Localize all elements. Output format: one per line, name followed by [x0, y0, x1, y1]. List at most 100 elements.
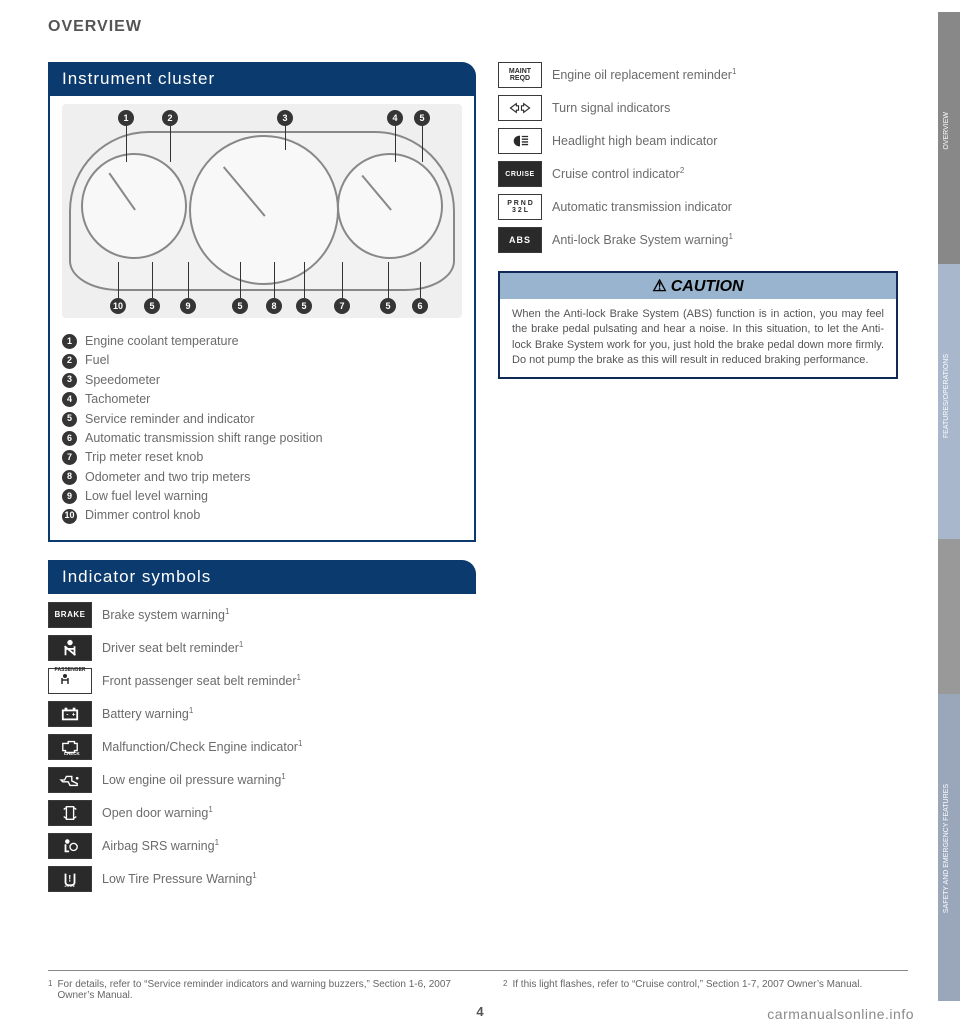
- tab-safety: SAFETY AND EMERGENCY FEATURES: [943, 784, 950, 913]
- footnote-2: If this light flashes, refer to “Cruise …: [512, 979, 862, 1001]
- indicator-label: Driver seat belt reminder1: [102, 640, 243, 655]
- footer-notes: 1For details, refer to “Service reminder…: [48, 970, 908, 1001]
- indicator-label: Cruise control indicator2: [552, 166, 684, 181]
- indicator-row: Open door warning1: [48, 800, 476, 826]
- indicator-list-right: MAINTREQD Engine oil replacement reminder…: [498, 62, 898, 253]
- content-columns: Instrument cluster 1 2 3 4: [48, 62, 908, 899]
- indicator-label: Automatic transmission indicator: [552, 200, 732, 214]
- legend-bullet: 4: [62, 392, 77, 407]
- indicator-header: Indicator symbols: [48, 560, 476, 594]
- watermark: carmanualsonline.info: [767, 1006, 914, 1022]
- callout-b6: 5: [296, 298, 312, 314]
- page-number: 4: [476, 1004, 483, 1019]
- indicator-row: Headlight high beam indicator: [498, 128, 898, 154]
- cluster-panel: 1 2 3 4 5 10 5 9 5: [48, 96, 476, 542]
- turn-icon: [498, 95, 542, 121]
- maint-reqd-icon: MAINTREQD: [498, 62, 542, 88]
- sidebar-tabs: OVERVIEW FEATURES/OPERATIONS SAFETY AND …: [938, 0, 960, 1001]
- legend-bullet: 7: [62, 450, 77, 465]
- callout-1: 1: [118, 110, 134, 126]
- indicator-label: Turn signal indicators: [552, 101, 670, 115]
- cluster-diagram: 1 2 3 4 5 10 5 9 5: [62, 104, 462, 318]
- legend-bullet: 1: [62, 334, 77, 349]
- legend-item: 10Dimmer control knob: [62, 506, 462, 525]
- legend-label: Trip meter reset knob: [85, 448, 203, 467]
- page-title: OVERVIEW: [48, 18, 908, 36]
- indicator-label: Front passenger seat belt reminder1: [102, 673, 301, 688]
- indicator-list-left: BRAKE Brake system warning1 Driver seat be…: [48, 602, 476, 892]
- svg-text:-: -: [66, 711, 68, 718]
- cluster-legend: 1Engine coolant temperature2Fuel3Speedom…: [62, 332, 462, 526]
- legend-bullet: 3: [62, 373, 77, 388]
- callout-2: 2: [162, 110, 178, 126]
- indicator-label: Low engine oil pressure warning1: [102, 772, 286, 787]
- indicator-label: Anti-lock Brake System warning1: [552, 232, 733, 247]
- legend-bullet: 2: [62, 354, 77, 369]
- airbag-icon: [48, 833, 92, 859]
- indicator-row: CHECK Malfunction/Check Engine indicator1: [48, 734, 476, 760]
- caution-body: When the Anti-lock Brake System (ABS) fu…: [500, 299, 896, 377]
- legend-item: 2 Fuel: [62, 351, 462, 370]
- legend-item: 8Odometer and two trip meters: [62, 468, 462, 487]
- indicator-row: MAINTREQD Engine oil replacement reminder…: [498, 62, 898, 88]
- callout-4: 4: [387, 110, 403, 126]
- callout-b7: 7: [334, 298, 350, 314]
- callout-b8: 5: [380, 298, 396, 314]
- indicator-label: Open door warning1: [102, 805, 213, 820]
- cruise-icon: CRUISE: [498, 161, 542, 187]
- svg-text:CHECK: CHECK: [64, 751, 81, 756]
- check-icon: CHECK: [48, 734, 92, 760]
- callout-b9: 6: [412, 298, 428, 314]
- cluster-header: Instrument cluster: [48, 62, 476, 96]
- seatbelt-icon: [48, 635, 92, 661]
- legend-label: Engine coolant temperature: [85, 332, 239, 351]
- caution-box: CAUTION When the Anti-lock Brake System …: [498, 271, 898, 379]
- indicator-label: Engine oil replacement reminder1: [552, 67, 736, 82]
- indicator-row: Driver seat belt reminder1: [48, 635, 476, 661]
- legend-item: 4Tachometer: [62, 390, 462, 409]
- tab-overview: OVERVIEW: [943, 112, 950, 150]
- prnd-32l-icon: P R N D3 2 L: [498, 194, 542, 220]
- callout-5: 5: [414, 110, 430, 126]
- indicator-label: Battery warning1: [102, 706, 193, 721]
- indicator-row: P R N D3 2 L Automatic transmission indic…: [498, 194, 898, 220]
- legend-label: Fuel: [85, 351, 109, 370]
- right-column: MAINTREQD Engine oil replacement reminder…: [498, 62, 898, 899]
- brake-icon: BRAKE: [48, 602, 92, 628]
- battery-icon: -+: [48, 701, 92, 727]
- indicator-label: Malfunction/Check Engine indicator1: [102, 739, 302, 754]
- left-column: Instrument cluster 1 2 3 4: [48, 62, 476, 899]
- indicator-label: Brake system warning1: [102, 607, 229, 622]
- legend-item: 5 Service reminder and indicator: [62, 410, 462, 429]
- legend-item: 9Low fuel level warning: [62, 487, 462, 506]
- indicator-row: Airbag SRS warning1: [48, 833, 476, 859]
- abs-icon: ABS: [498, 227, 542, 253]
- oil-icon: [48, 767, 92, 793]
- callout-b2: 5: [144, 298, 160, 314]
- legend-label: Service reminder and indicator: [85, 410, 255, 429]
- tab-features: FEATURES/OPERATIONS: [943, 354, 950, 438]
- svg-text:+: +: [72, 711, 76, 718]
- indicator-label: Airbag SRS warning1: [102, 838, 219, 853]
- indicator-row: PASSENGER Front passenger seat belt remin…: [48, 668, 476, 694]
- indicator-row: ABS Anti-lock Brake System warning1: [498, 227, 898, 253]
- callout-b3: 9: [180, 298, 196, 314]
- legend-item: 7 Trip meter reset knob: [62, 448, 462, 467]
- highbeam-icon: [498, 128, 542, 154]
- indicator-section: Indicator symbols BRAKE Brake system warn…: [48, 560, 476, 892]
- svg-text:!: !: [68, 873, 71, 883]
- indicator-label: Headlight high beam indicator: [552, 134, 717, 148]
- callout-b5: 8: [266, 298, 282, 314]
- callout-3: 3: [277, 110, 293, 126]
- legend-label: Dimmer control knob: [85, 506, 200, 525]
- indicator-row: Low engine oil pressure warning1: [48, 767, 476, 793]
- legend-item: 6Automatic transmission shift range posi…: [62, 429, 462, 448]
- legend-item: 1 Engine coolant temperature: [62, 332, 462, 351]
- legend-bullet: 8: [62, 470, 77, 485]
- legend-bullet: 9: [62, 489, 77, 504]
- passenger-icon: PASSENGER: [48, 668, 92, 694]
- legend-bullet: 5: [62, 412, 77, 427]
- legend-bullet: 6: [62, 431, 77, 446]
- footnote-1: For details, refer to “Service reminder …: [57, 979, 453, 1001]
- callout-b1: 10: [110, 298, 126, 314]
